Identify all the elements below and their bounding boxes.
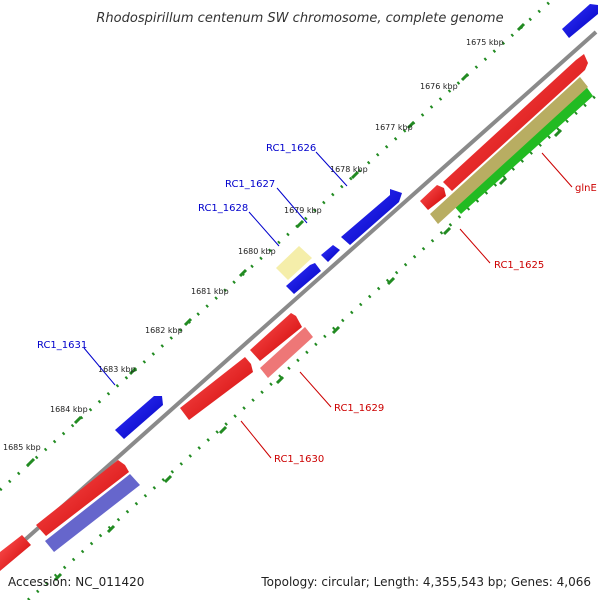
tick-track xyxy=(0,0,553,492)
gene-label-rc1-1629[interactable]: RC1_1629 xyxy=(334,403,384,414)
tick-label: 1684 kbp xyxy=(50,405,88,414)
gene-feature-glne[interactable] xyxy=(443,54,588,191)
gene-feature-rc1-1625[interactable] xyxy=(430,77,588,224)
gene-feature[interactable] xyxy=(562,4,598,38)
tick-label: 1677 kbp xyxy=(375,123,413,132)
gene-feature[interactable] xyxy=(250,313,302,361)
gene-label-rc1-1628[interactable]: RC1_1628 xyxy=(198,203,248,214)
gene-feature[interactable] xyxy=(0,535,31,571)
gene-feature-rc1-1628[interactable] xyxy=(286,263,321,294)
gene-label-glne[interactable]: glnE xyxy=(575,183,597,194)
gene-label-rc1-1631[interactable]: RC1_1631 xyxy=(37,340,87,351)
gene-feature[interactable] xyxy=(420,185,446,210)
gene-feature-green[interactable] xyxy=(453,85,593,214)
gene-feature-purple[interactable] xyxy=(45,474,140,552)
gene-feature-rc1-1626[interactable] xyxy=(341,189,402,245)
tick-label: 1685 kbp xyxy=(3,443,41,452)
lower-tick-track xyxy=(27,90,600,600)
summary-text: Topology: circular; Length: 4,355,543 bp… xyxy=(260,575,591,589)
gene-feature-rc1-1629[interactable] xyxy=(260,327,313,378)
gene-label-rc1-1626[interactable]: RC1_1626 xyxy=(266,143,316,154)
genome-title: Rhodospirillum centenum SW chromosome, c… xyxy=(96,11,503,26)
tick-label: 1681 kbp xyxy=(191,287,229,296)
leader-lines-red xyxy=(240,152,573,459)
tick-label: 1682 kbp xyxy=(145,326,183,335)
lower-major-ticks xyxy=(53,128,563,582)
genome-backbone xyxy=(0,30,598,564)
gene-feature-pale[interactable] xyxy=(276,246,312,280)
gene-feature-rc1-1627[interactable] xyxy=(321,245,340,262)
gene-feature-rc1-1630[interactable] xyxy=(180,357,253,420)
gene-label-rc1-1625[interactable]: RC1_1625 xyxy=(494,260,544,271)
tick-label: 1680 kbp xyxy=(238,247,276,256)
tick-label: 1683 kbp xyxy=(98,365,136,374)
accession-text: Accession: NC_011420 xyxy=(8,575,144,589)
tick-label: 1676 kbp xyxy=(420,82,458,91)
gene-feature-rc1-1631[interactable] xyxy=(115,396,163,439)
gene-label-rc1-1630[interactable]: RC1_1630 xyxy=(274,454,324,465)
gene-label-rc1-1627[interactable]: RC1_1627 xyxy=(225,179,275,190)
tick-label: 1675 kbp xyxy=(466,38,504,47)
tick-label: 1678 kbp xyxy=(330,165,368,174)
major-ticks xyxy=(26,22,526,467)
gene-feature[interactable] xyxy=(36,460,129,536)
tick-label: 1679 kbp xyxy=(284,206,322,215)
leader-lines-blue xyxy=(83,151,348,386)
